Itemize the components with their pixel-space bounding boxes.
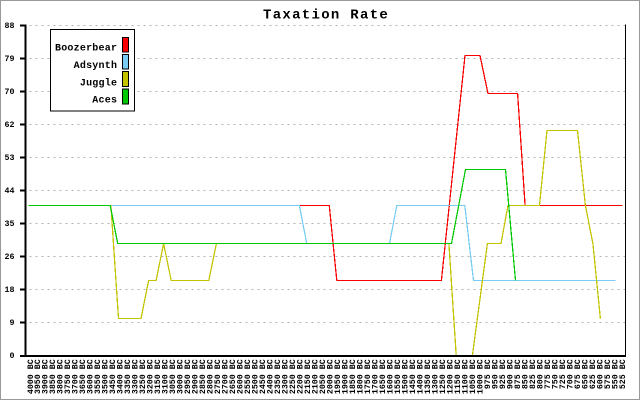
svg-text:725 BC: 725 BC bbox=[559, 359, 568, 389]
svg-text:Adsynth: Adsynth bbox=[74, 60, 118, 72]
svg-text:625 BC: 625 BC bbox=[589, 359, 598, 389]
svg-text:2400 BC: 2400 BC bbox=[267, 359, 276, 394]
svg-text:550 BC: 550 BC bbox=[612, 359, 621, 389]
svg-text:1050 BC: 1050 BC bbox=[469, 359, 478, 394]
svg-text:1600 BC: 1600 BC bbox=[387, 359, 396, 394]
svg-text:1000 BC: 1000 BC bbox=[477, 359, 486, 394]
svg-text:26: 26 bbox=[5, 253, 15, 262]
svg-text:850 BC: 850 BC bbox=[522, 359, 531, 389]
svg-text:950 BC: 950 BC bbox=[492, 359, 501, 389]
svg-text:79: 79 bbox=[5, 55, 15, 64]
svg-text:53: 53 bbox=[5, 154, 15, 163]
svg-text:Aces: Aces bbox=[92, 96, 117, 107]
svg-text:2100 BC: 2100 BC bbox=[312, 359, 321, 394]
svg-text:2450 BC: 2450 BC bbox=[259, 359, 268, 394]
svg-text:675 BC: 675 BC bbox=[574, 359, 583, 389]
svg-text:2900 BC: 2900 BC bbox=[192, 359, 201, 394]
svg-text:900 BC: 900 BC bbox=[507, 359, 516, 389]
svg-text:2700 BC: 2700 BC bbox=[222, 359, 231, 394]
svg-text:2250 BC: 2250 BC bbox=[289, 359, 298, 394]
svg-text:88: 88 bbox=[5, 22, 15, 31]
svg-text:1800 BC: 1800 BC bbox=[357, 359, 366, 394]
svg-text:1500 BC: 1500 BC bbox=[402, 359, 411, 394]
svg-text:3150 BC: 3150 BC bbox=[154, 359, 163, 394]
svg-text:1550 BC: 1550 BC bbox=[394, 359, 403, 394]
svg-text:35: 35 bbox=[5, 220, 15, 229]
svg-text:2750 BC: 2750 BC bbox=[214, 359, 223, 394]
svg-text:1850 BC: 1850 BC bbox=[349, 359, 358, 394]
svg-text:3900 BC: 3900 BC bbox=[42, 359, 51, 394]
svg-text:2000 BC: 2000 BC bbox=[327, 359, 336, 394]
svg-text:1700 BC: 1700 BC bbox=[372, 359, 381, 394]
svg-text:875 BC: 875 BC bbox=[514, 359, 523, 389]
svg-text:775 BC: 775 BC bbox=[544, 359, 553, 389]
svg-text:700 BC: 700 BC bbox=[567, 359, 576, 389]
svg-text:3500 BC: 3500 BC bbox=[102, 359, 111, 394]
svg-text:1100 BC: 1100 BC bbox=[462, 359, 471, 394]
svg-text:525 BC: 525 BC bbox=[619, 359, 628, 389]
svg-text:Taxation Rate: Taxation Rate bbox=[263, 7, 389, 23]
svg-text:825 BC: 825 BC bbox=[529, 359, 538, 389]
svg-text:2600 BC: 2600 BC bbox=[237, 359, 246, 394]
svg-text:3800 BC: 3800 BC bbox=[57, 359, 66, 394]
svg-text:3350 BC: 3350 BC bbox=[124, 359, 133, 394]
svg-text:575 BC: 575 BC bbox=[604, 359, 613, 389]
svg-text:800 BC: 800 BC bbox=[537, 359, 546, 389]
svg-text:3850 BC: 3850 BC bbox=[49, 359, 58, 394]
svg-text:9: 9 bbox=[10, 319, 15, 328]
svg-text:3400 BC: 3400 BC bbox=[117, 359, 126, 394]
svg-text:2500 BC: 2500 BC bbox=[252, 359, 261, 394]
svg-text:Juggle: Juggle bbox=[80, 77, 117, 89]
svg-text:1750 BC: 1750 BC bbox=[364, 359, 373, 394]
svg-text:44: 44 bbox=[5, 187, 15, 196]
svg-text:3300 BC: 3300 BC bbox=[132, 359, 141, 394]
svg-text:Boozerbear: Boozerbear bbox=[55, 43, 117, 55]
svg-text:2650 BC: 2650 BC bbox=[229, 359, 238, 394]
svg-text:1900 BC: 1900 BC bbox=[342, 359, 351, 394]
svg-text:3250 BC: 3250 BC bbox=[139, 359, 148, 394]
svg-text:3750 BC: 3750 BC bbox=[64, 359, 73, 394]
svg-text:3000 BC: 3000 BC bbox=[177, 359, 186, 394]
svg-text:650 BC: 650 BC bbox=[582, 359, 591, 389]
svg-text:1950 BC: 1950 BC bbox=[334, 359, 343, 394]
svg-text:1250 BC: 1250 BC bbox=[439, 359, 448, 394]
svg-text:1150 BC: 1150 BC bbox=[454, 359, 463, 394]
svg-text:1350 BC: 1350 BC bbox=[424, 359, 433, 394]
svg-text:2350 BC: 2350 BC bbox=[274, 359, 283, 394]
svg-text:3700 BC: 3700 BC bbox=[72, 359, 81, 394]
svg-text:18: 18 bbox=[5, 286, 15, 295]
svg-text:975 BC: 975 BC bbox=[484, 359, 493, 389]
svg-text:925 BC: 925 BC bbox=[499, 359, 508, 389]
svg-text:3950 BC: 3950 BC bbox=[34, 359, 43, 394]
svg-text:2200 BC: 2200 BC bbox=[297, 359, 306, 394]
svg-text:1200 BC: 1200 BC bbox=[447, 359, 456, 394]
svg-text:1300 BC: 1300 BC bbox=[432, 359, 441, 394]
svg-text:600 BC: 600 BC bbox=[597, 359, 606, 389]
svg-text:1650 BC: 1650 BC bbox=[379, 359, 388, 394]
svg-text:3050 BC: 3050 BC bbox=[169, 359, 178, 394]
svg-text:2050 BC: 2050 BC bbox=[319, 359, 328, 394]
svg-text:3200 BC: 3200 BC bbox=[147, 359, 156, 394]
svg-text:2850 BC: 2850 BC bbox=[199, 359, 208, 394]
svg-text:2950 BC: 2950 BC bbox=[184, 359, 193, 394]
svg-text:3600 BC: 3600 BC bbox=[87, 359, 96, 394]
svg-text:0: 0 bbox=[10, 352, 15, 361]
svg-text:1400 BC: 1400 BC bbox=[417, 359, 426, 394]
svg-text:3550 BC: 3550 BC bbox=[94, 359, 103, 394]
svg-text:1450 BC: 1450 BC bbox=[409, 359, 418, 394]
svg-text:3650 BC: 3650 BC bbox=[79, 359, 88, 394]
svg-text:750 BC: 750 BC bbox=[552, 359, 561, 389]
svg-text:2800 BC: 2800 BC bbox=[207, 359, 216, 394]
svg-text:2150 BC: 2150 BC bbox=[304, 359, 313, 394]
svg-text:3450 BC: 3450 BC bbox=[109, 359, 118, 394]
svg-text:70: 70 bbox=[5, 88, 15, 97]
svg-text:4000 BC: 4000 BC bbox=[27, 359, 36, 394]
svg-text:3100 BC: 3100 BC bbox=[162, 359, 171, 394]
svg-text:62: 62 bbox=[5, 121, 15, 130]
svg-text:2300 BC: 2300 BC bbox=[282, 359, 291, 394]
svg-text:2550 BC: 2550 BC bbox=[244, 359, 253, 394]
